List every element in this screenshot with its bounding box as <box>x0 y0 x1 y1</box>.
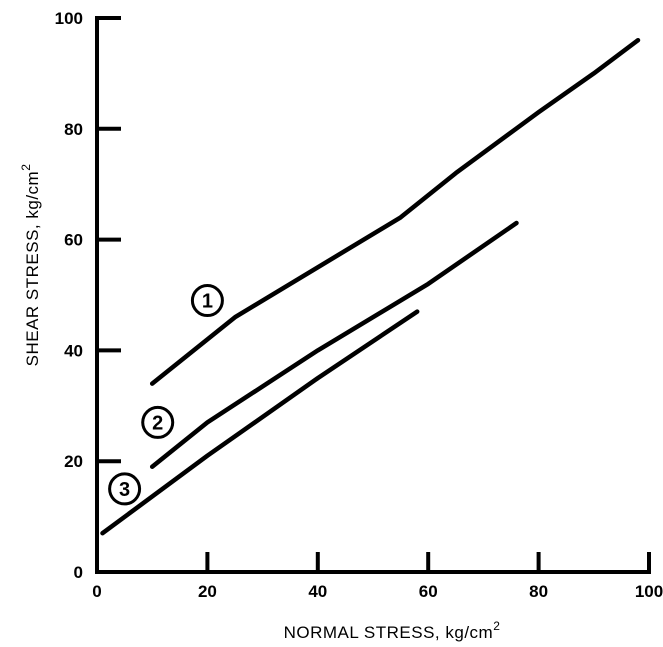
y-axis-label: SHEAR STRESS, kg/cm2 <box>19 164 42 367</box>
y-tick-label: 80 <box>64 120 83 139</box>
y-axis-label-sup: 2 <box>19 164 33 171</box>
series-marker-3 <box>108 472 142 506</box>
axes <box>95 16 651 574</box>
y-axis-label-text: SHEAR STRESS, kg/cm <box>23 171 42 367</box>
series-line-2 <box>149 220 519 469</box>
ticks <box>97 16 651 572</box>
y-tick-label: 40 <box>64 341 83 360</box>
x-axis-label-text: NORMAL STRESS, kg/cm <box>284 623 494 642</box>
x-tick-label: 80 <box>529 582 548 601</box>
series-lines <box>100 37 641 536</box>
series-marker-1 <box>190 284 224 318</box>
series-marker-label-1: 1 <box>202 291 213 313</box>
x-tick-label: 60 <box>419 582 438 601</box>
series-markers: 1 2 3 <box>108 284 224 506</box>
x-tick-label: 40 <box>308 582 327 601</box>
y-tick-label: 20 <box>64 452 83 471</box>
y-tick-label: 60 <box>64 231 83 250</box>
x-tick-label: 100 <box>635 582 663 601</box>
series-line-1 <box>149 37 641 386</box>
y-tick-label: 100 <box>55 9 83 28</box>
series-marker-label-2: 2 <box>152 412 163 434</box>
series-marker-label-3: 3 <box>119 479 130 501</box>
x-tick-label: 0 <box>92 582 101 601</box>
series-line-3 <box>100 309 420 536</box>
x-tick-label: 20 <box>198 582 217 601</box>
y-tick-label: 0 <box>74 563 83 582</box>
tick-labels: 0 20 40 60 80 100 0 20 40 60 80 100 <box>55 9 663 601</box>
x-axis-label-sup: 2 <box>493 619 500 633</box>
series-marker-2 <box>141 405 175 439</box>
x-axis-label: NORMAL STRESS, kg/cm2 <box>284 619 501 642</box>
